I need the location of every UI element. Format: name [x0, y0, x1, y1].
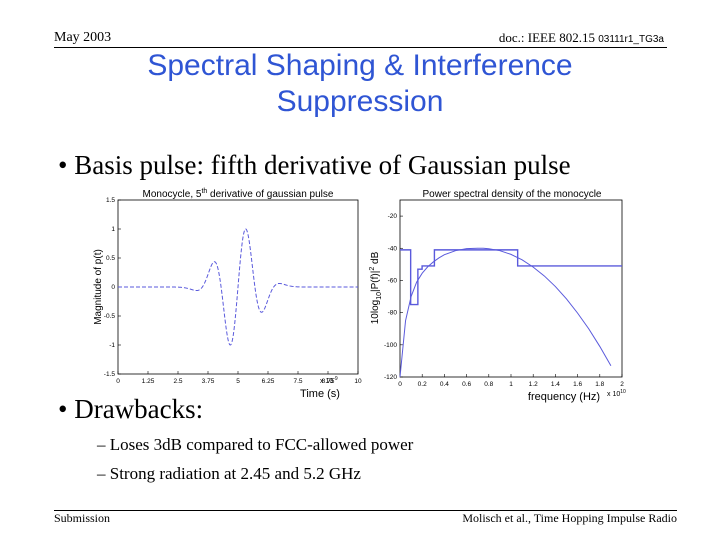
- slide-title: Spectral Shaping & Interference Suppress…: [0, 48, 720, 120]
- chart1-xtick-label: 8.75: [322, 378, 335, 385]
- chart1-ytick-label: -1: [109, 342, 115, 349]
- chart2-xtick-label: 2: [620, 381, 624, 388]
- chart1-xtick-label: 3.75: [202, 378, 215, 385]
- chart2-fcc-mask-line: [400, 249, 622, 306]
- footer-authors: Molisch et al., Time Hopping Impulse Rad…: [462, 511, 677, 525]
- chart2-ytick-label: -120: [384, 374, 397, 381]
- chart1-xlabel: Time (s): [300, 388, 340, 400]
- chart1-xtick-label: 0: [116, 378, 120, 385]
- chart2-xtick-label: 1.6: [573, 381, 582, 388]
- bullet-basis-pulse: • Basis pulse: fifth derivative of Gauss…: [58, 150, 571, 180]
- chart2-ytick-label: -80: [388, 310, 398, 317]
- chart1-ytick-label: -1.5: [104, 371, 116, 378]
- chart1-xtick-label: 2.5: [173, 378, 182, 385]
- header-doc-id: doc.: IEEE 802.15 03111r1_TG3a: [499, 30, 664, 46]
- chart2-xtick-label: 1.2: [529, 381, 538, 388]
- chart2-x-exponent: x 1010: [607, 389, 626, 398]
- chart2-xtick-label: 0.4: [440, 381, 449, 388]
- subbullet-power-loss: – Loses 3dB compared to FCC-allowed powe…: [97, 435, 414, 454]
- footer-rule: [54, 510, 677, 511]
- psd-chart: Power spectral density of the monocycle …: [369, 189, 626, 403]
- title-line-1: Spectral Shaping & Interference: [147, 49, 573, 82]
- chart2-ticks: [399, 215, 623, 378]
- chart1-ytick-label: 1.5: [106, 197, 115, 204]
- subbullet-radiation: – Strong radiation at 2.45 and 5.2 GHz: [97, 464, 361, 483]
- title-line-2: Suppression: [276, 85, 444, 118]
- chart1-x-exponent: x 10-9: [320, 376, 338, 385]
- chart2-ytick-label: -40: [388, 245, 398, 252]
- chart2-xtick-label: 1.8: [595, 381, 604, 388]
- chart1-xtick-label: 1.25: [142, 378, 155, 385]
- monocycle-chart: Monocycle, 5th derivative of gaussian pu…: [93, 188, 362, 400]
- chart1-ylabel: Magnitude of p(t): [93, 249, 104, 325]
- chart2-ytick-label: -60: [388, 277, 398, 284]
- chart1-ytick-label: 0.5: [106, 255, 115, 262]
- header-rule: [54, 47, 667, 48]
- chart1-title: Monocycle, 5th derivative of gaussian pu…: [143, 188, 334, 200]
- doc-suffix: 03111r1_TG3a: [598, 34, 664, 45]
- chart2-psd-line: [399, 247, 612, 378]
- chart1-xtick-label: 5: [236, 378, 240, 385]
- chart2-xtick-label: 0.8: [484, 381, 493, 388]
- chart2-xtick-label: 1: [509, 381, 513, 388]
- bullet-drawbacks-text: Drawbacks:: [74, 394, 204, 424]
- footer-submission: Submission: [54, 511, 111, 525]
- chart2-xtick-label: 0.2: [418, 381, 427, 388]
- chart1-tick-labels: 0 1.25 2.5 3.75 5 6.25 7.5 8.75 10 1.5 1 0.5 0 -0.5 -1…: [104, 197, 362, 385]
- chart2-xtick-label: 1.4: [551, 381, 560, 388]
- subbullet-power-loss-text: Loses 3dB compared to FCC-allowed power: [109, 435, 414, 454]
- chart1-ytick-label: 1: [111, 226, 115, 233]
- chart2-xlabel: frequency (Hz): [528, 391, 600, 403]
- chart1-xtick-label: 10: [354, 378, 362, 385]
- chart1-xtick-label: 6.25: [262, 378, 275, 385]
- chart1-pulse-line: [118, 228, 358, 346]
- bullet-basis-pulse-text: Basis pulse: fifth derivative of Gaussia…: [74, 150, 571, 180]
- chart2-xtick-label: 0: [398, 381, 402, 388]
- chart2-ytick-label: -20: [388, 213, 398, 220]
- chart2-tick-labels: 0 0.2 0.4 0.6 0.8 1 1.2 1.4 1.6 1.8 2 -20 -40 -60 -80 -…: [384, 213, 624, 388]
- chart2-title: Power spectral density of the monocycle: [423, 189, 602, 200]
- header-date: May 2003: [54, 30, 112, 45]
- chart1-ytick-label: 0: [111, 284, 115, 291]
- doc-prefix: doc.: IEEE 802.15: [498, 30, 595, 45]
- chart1-ytick-label: -0.5: [104, 313, 116, 320]
- chart1-xtick-label: 7.5: [293, 378, 302, 385]
- subbullet-radiation-text: Strong radiation at 2.45 and 5.2 GHz: [109, 464, 361, 483]
- chart2-ytick-label: -100: [384, 342, 397, 349]
- bullet-drawbacks: • Drawbacks:: [58, 394, 204, 424]
- chart2-plot-area: [399, 199, 623, 378]
- chart2-ylabel: 10log10|P(f)|2 dB: [369, 251, 383, 324]
- chart2-xtick-label: 0.6: [462, 381, 471, 388]
